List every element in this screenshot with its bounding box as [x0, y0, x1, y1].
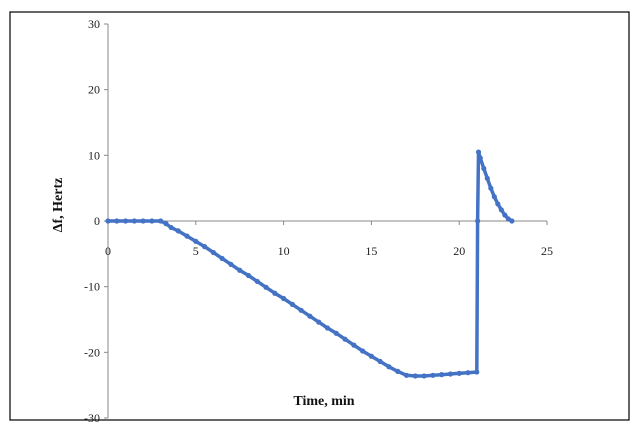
data-point	[122, 218, 129, 224]
data-point	[237, 267, 243, 273]
data-point	[439, 372, 445, 378]
data-point	[412, 373, 418, 379]
data-point	[105, 218, 111, 224]
y-tick-label: 0	[94, 214, 100, 228]
data-point	[484, 175, 490, 181]
x-axis-label: Time, min	[293, 394, 354, 409]
y-tick-label: -10	[84, 280, 100, 294]
data-point	[351, 342, 357, 348]
data-point	[430, 372, 436, 378]
data-point	[488, 185, 494, 191]
data-point	[219, 255, 225, 262]
y-tick-label: 10	[88, 148, 100, 162]
data-point	[254, 278, 260, 285]
data-point	[403, 372, 410, 378]
data-point	[140, 218, 146, 224]
x-tick-label: 20	[453, 244, 465, 258]
data-point	[395, 368, 401, 374]
data-point	[245, 272, 252, 279]
data-point	[368, 353, 374, 359]
data-point	[475, 149, 482, 155]
data-point	[491, 194, 497, 200]
y-tick-label: 30	[88, 17, 100, 31]
y-tick-label: -20	[84, 345, 100, 359]
y-tick-label: 20	[88, 83, 100, 97]
data-point	[477, 155, 483, 161]
data-point	[474, 369, 480, 375]
data-point	[333, 330, 339, 336]
data-point	[324, 325, 331, 331]
data-point	[502, 212, 508, 218]
data-point	[386, 364, 392, 370]
data-point	[298, 307, 304, 313]
data-point	[281, 295, 287, 302]
data-point	[168, 224, 174, 231]
chart-frame	[9, 11, 630, 421]
data-point	[272, 290, 278, 296]
data-point	[114, 218, 120, 224]
data-point	[163, 221, 169, 227]
y-tick-label: -30	[84, 411, 100, 425]
data-point	[509, 218, 515, 224]
data-point	[481, 165, 487, 172]
x-tick-label: 5	[193, 244, 199, 258]
x-tick-label: 25	[541, 244, 553, 258]
data-point	[201, 244, 208, 250]
data-point	[447, 371, 454, 377]
x-tick-label: 15	[365, 244, 377, 258]
data-point	[228, 261, 234, 267]
data-point	[456, 370, 462, 376]
data-point	[307, 313, 313, 319]
data-point	[210, 249, 216, 256]
data-point	[193, 238, 199, 244]
data-point	[149, 218, 155, 224]
data-point	[158, 218, 164, 224]
data-point	[421, 373, 427, 379]
data-point	[175, 228, 181, 234]
data-point	[131, 218, 137, 224]
data-point	[465, 370, 471, 376]
data-point	[498, 207, 504, 213]
x-tick-label: 0	[105, 244, 111, 258]
data-point	[289, 301, 295, 307]
y-axis-label: Δf, Hertz	[51, 178, 66, 233]
data-point	[263, 284, 269, 290]
data-point	[342, 336, 348, 342]
data-point	[360, 348, 366, 354]
data-point	[495, 201, 501, 207]
x-tick-label: 10	[278, 244, 290, 258]
data-point	[377, 358, 383, 365]
data-point	[475, 218, 481, 224]
data-point	[184, 233, 190, 239]
data-point	[316, 319, 322, 325]
